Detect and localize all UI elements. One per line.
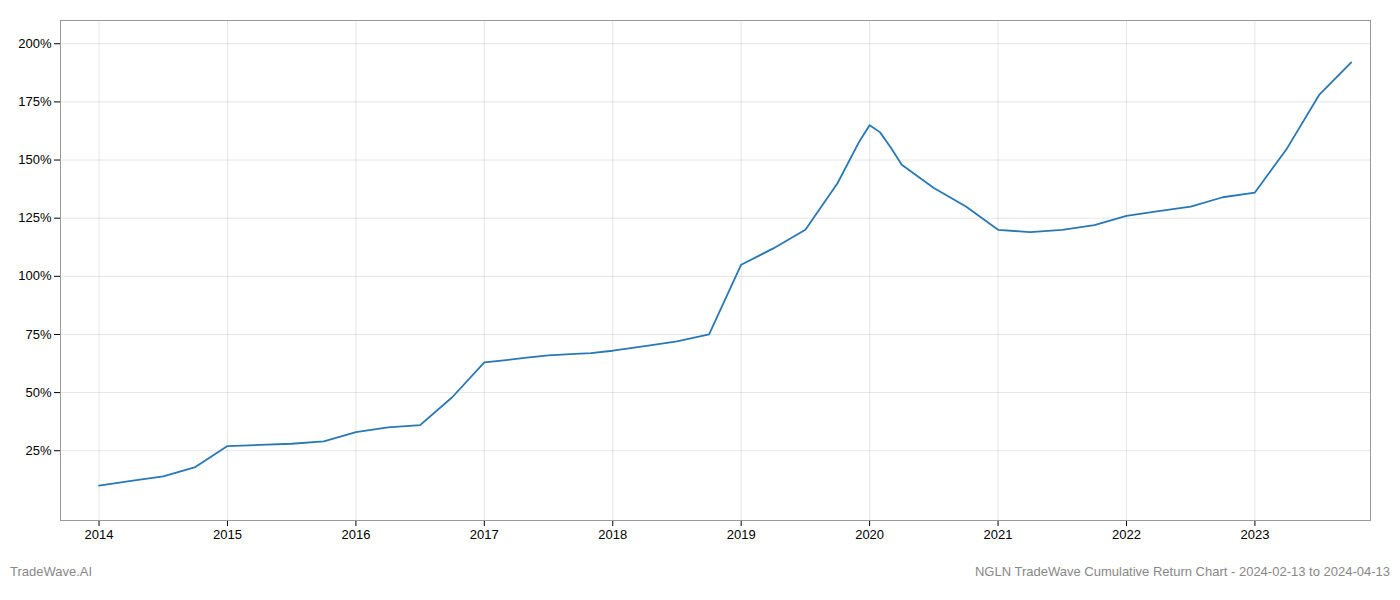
svg-text:25%: 25% xyxy=(25,443,51,458)
svg-text:2023: 2023 xyxy=(1240,527,1269,542)
svg-text:2016: 2016 xyxy=(341,527,370,542)
svg-text:2014: 2014 xyxy=(85,527,114,542)
html-text:TradeWave.AI: TradeWave.AI xyxy=(10,564,93,579)
svg-text:125%: 125% xyxy=(18,210,52,225)
svg-text:2015: 2015 xyxy=(213,527,242,542)
svg-text:150%: 150% xyxy=(18,152,52,167)
svg-text:100%: 100% xyxy=(18,268,52,283)
svg-text:2021: 2021 xyxy=(984,527,1013,542)
svg-text:175%: 175% xyxy=(18,94,52,109)
html-text:NGLN TradeWave Cumulative Retu: NGLN TradeWave Cumulative Return Chart -… xyxy=(975,564,1390,579)
svg-text:75%: 75% xyxy=(25,327,51,342)
svg-text:2019: 2019 xyxy=(727,527,756,542)
svg-text:2022: 2022 xyxy=(1112,527,1141,542)
svg-text:2020: 2020 xyxy=(855,527,884,542)
svg-text:50%: 50% xyxy=(25,385,51,400)
svg-text:200%: 200% xyxy=(18,36,52,51)
svg-text:2018: 2018 xyxy=(598,527,627,542)
svg-text:2017: 2017 xyxy=(470,527,499,542)
